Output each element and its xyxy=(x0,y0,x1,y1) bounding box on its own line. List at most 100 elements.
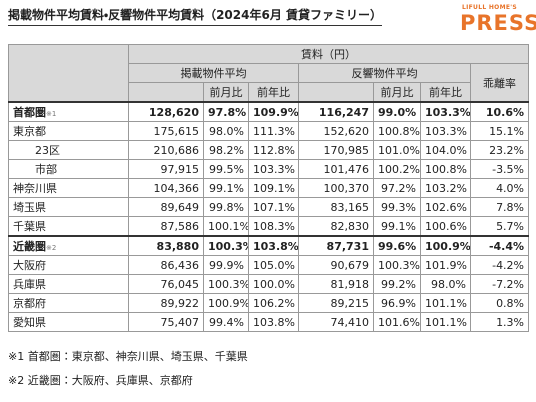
subcolumn-header: 前月比 xyxy=(373,82,421,103)
value-cell: 109.1% xyxy=(248,178,299,198)
value-cell: 101.9% xyxy=(420,255,471,275)
subcolumn-header: 前月比 xyxy=(203,82,249,103)
row-label-cell: 兵庫県 xyxy=(8,274,129,294)
value-cell: 104.0% xyxy=(420,140,471,160)
logo-main: PRESS xyxy=(460,11,536,35)
value-cell: 89,215 xyxy=(298,293,374,313)
value-cell: 100.3% xyxy=(373,255,421,275)
data-row: 愛知県 75,407 99.4% 103.8% 74,410 101.6% 101.1% 1.… xyxy=(8,312,530,332)
data-row: 兵庫県 76,045 100.3% 100.0% 81,918 99.2% 98.0% -7.… xyxy=(8,274,530,294)
value-cell: -7.2% xyxy=(469,274,530,294)
value-cell: 103.8% xyxy=(248,312,299,332)
value-cell: 4.0% xyxy=(469,178,530,198)
value-cell: 100.9% xyxy=(420,235,471,256)
value-cell: 99.5% xyxy=(203,159,249,179)
value-cell: 175,615 xyxy=(128,121,204,141)
value-cell: -3.5% xyxy=(469,159,530,179)
value-cell: 81,918 xyxy=(298,274,374,294)
value-cell: 109.9% xyxy=(248,101,299,122)
value-cell: 111.3% xyxy=(248,121,299,141)
logo-top: LIFULL HOME'S xyxy=(462,4,518,11)
row-label: 兵庫県 xyxy=(13,278,46,291)
subcolumn-header: 前年比 xyxy=(248,82,299,103)
value-cell: 99.4% xyxy=(203,312,249,332)
row-label-cell: 首都圏※1 xyxy=(8,101,129,122)
row-label-cell: 神奈川県 xyxy=(8,178,129,198)
value-cell: 1.3% xyxy=(469,312,530,332)
value-cell: 99.1% xyxy=(373,216,421,237)
value-cell: 10.6% xyxy=(469,101,530,122)
row-label: 千葉県 xyxy=(13,220,46,233)
value-cell: 102.6% xyxy=(420,197,471,217)
row-label-cell: 埼玉県 xyxy=(8,197,129,217)
value-cell: 170,985 xyxy=(298,140,374,160)
value-cell: 96.9% xyxy=(373,293,421,313)
value-cell: 128,620 xyxy=(128,101,204,122)
value-cell: 210,686 xyxy=(128,140,204,160)
data-row: 市部 97,915 99.5% 103.3% 101,476 100.2% 100.8% -3… xyxy=(8,159,530,179)
row-label-cell: 千葉県 xyxy=(8,216,129,237)
row-label: 大阪府 xyxy=(13,259,46,272)
row-label: 近畿圏 xyxy=(13,240,46,253)
value-cell: 87,586 xyxy=(128,216,204,237)
value-cell: 100.8% xyxy=(420,159,471,179)
value-cell: 75,407 xyxy=(128,312,204,332)
value-cell: 101.1% xyxy=(420,293,471,313)
row-label-cell: 愛知県 xyxy=(8,312,129,332)
group-header: 賃料（円） xyxy=(127,44,530,64)
value-cell: 105.0% xyxy=(248,255,299,275)
value-cell: 99.3% xyxy=(373,197,421,217)
rent-table: 賃料（円） 掲載物件平均 反響物件平均 乖離率 前月比 前年比 前月比 前年比 首都圏※1 128… xyxy=(8,44,530,332)
value-cell: 100,370 xyxy=(298,178,374,198)
value-cell: 100.0% xyxy=(248,274,299,294)
value-cell: -4.2% xyxy=(469,255,530,275)
value-cell: 103.3% xyxy=(420,101,471,122)
blank-header xyxy=(128,82,204,103)
value-cell: 101,476 xyxy=(298,159,374,179)
row-label-cell: 東京都 xyxy=(8,121,129,141)
value-cell: 100.6% xyxy=(420,216,471,237)
value-cell: 101.0% xyxy=(373,140,421,160)
value-cell: 101.6% xyxy=(373,312,421,332)
header-row: 前月比 前年比 前月比 前年比 xyxy=(9,82,529,103)
column-header: 掲載物件平均 xyxy=(128,63,299,83)
value-cell: 23.2% xyxy=(469,140,530,160)
value-cell: 103.3% xyxy=(420,121,471,141)
value-cell: 112.8% xyxy=(248,140,299,160)
footnote: ※2 近畿圏：大阪府、兵庫県、京都府 xyxy=(8,374,193,387)
value-cell: 7.8% xyxy=(469,197,530,217)
value-cell: 90,679 xyxy=(298,255,374,275)
value-cell: 101.1% xyxy=(420,312,471,332)
title: 掲載物件平均賃料・反響物件平均賃料（2024年6月 賃貸ファミリー） xyxy=(8,6,383,26)
row-label-cell: 23区 xyxy=(8,140,129,160)
value-cell: 98.0% xyxy=(203,121,249,141)
value-cell: 152,620 xyxy=(298,121,374,141)
value-cell: 98.2% xyxy=(203,140,249,160)
value-cell: 87,731 xyxy=(298,235,374,256)
value-cell: 107.1% xyxy=(248,197,299,217)
row-label-cell: 大阪府 xyxy=(8,255,129,275)
value-cell: 97.2% xyxy=(373,178,421,198)
column-header: 反響物件平均 xyxy=(298,63,471,83)
value-cell: 89,649 xyxy=(128,197,204,217)
value-cell: 99.1% xyxy=(203,178,249,198)
row-label-cell: 京都府 xyxy=(8,293,129,313)
row-label: 京都府 xyxy=(13,297,46,310)
value-cell: 97,915 xyxy=(128,159,204,179)
value-cell: 89,922 xyxy=(128,293,204,313)
row-label: 首都圏 xyxy=(13,106,46,119)
table-body: 賃料（円） 掲載物件平均 反響物件平均 乖離率 前月比 前年比 前月比 前年比 首都圏※1 128… xyxy=(8,44,530,332)
value-cell: 99.2% xyxy=(373,274,421,294)
row-label: 神奈川県 xyxy=(13,182,57,195)
value-cell: 86,436 xyxy=(128,255,204,275)
column-header: 乖離率 xyxy=(469,63,530,103)
row-label-cell: 近畿圏※2 xyxy=(8,235,129,256)
row-label: 東京都 xyxy=(13,125,46,138)
row-label: 愛知県 xyxy=(13,316,46,329)
value-cell: 100.9% xyxy=(203,293,249,313)
value-cell: 104,366 xyxy=(128,178,204,198)
value-cell: 0.8% xyxy=(469,293,530,313)
row-label: 23区 xyxy=(35,144,60,157)
